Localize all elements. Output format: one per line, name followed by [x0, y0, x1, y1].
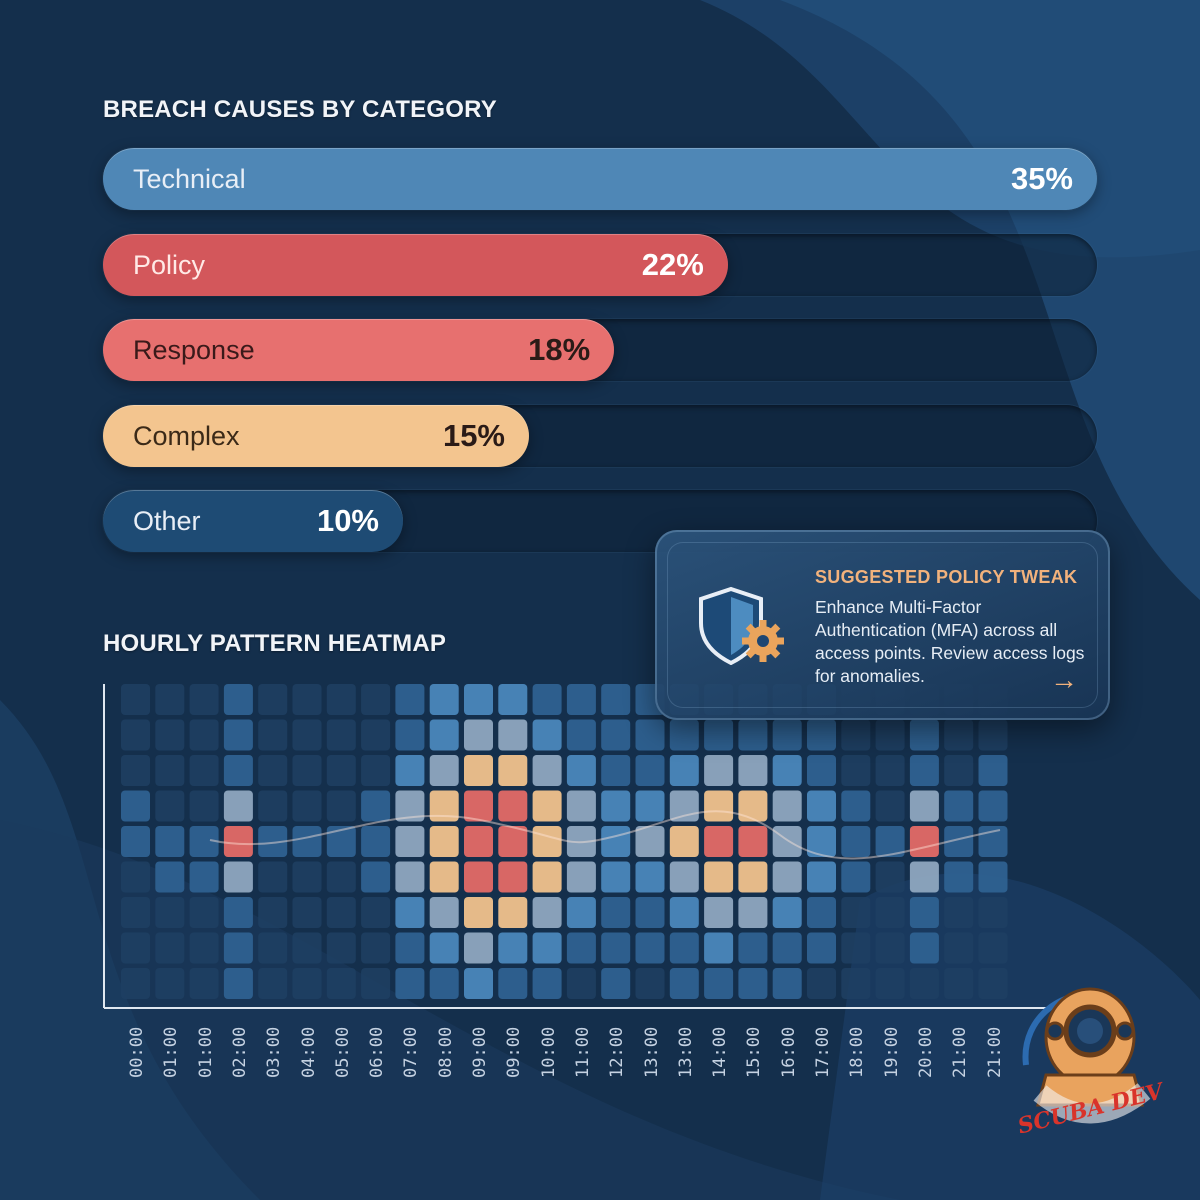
hour-tick-label: 17:00 — [813, 1026, 833, 1078]
bar-response — [103, 319, 615, 381]
hour-tick-label: 11:00 — [572, 1026, 593, 1078]
hour-tick-label: 04:00 — [298, 1026, 319, 1078]
bar-row-policy: Policy 22% — [103, 233, 1097, 296]
bar-technical — [103, 148, 1097, 210]
hour-tick-label: 21:00 — [984, 1026, 1005, 1078]
hour-tick-label: 03:00 — [264, 1026, 285, 1078]
hour-tick-label: 09:00 — [504, 1026, 525, 1078]
bar-policy — [103, 233, 728, 296]
hour-tick-label: 13:00 — [641, 1026, 662, 1078]
bar-row-response: Response 18% — [103, 319, 1097, 381]
bar-value-label: 22% — [641, 246, 704, 282]
bar-value-label: 18% — [528, 332, 591, 367]
hour-tick-label: 05:00 — [332, 1026, 353, 1078]
hour-tick-label: 16:00 — [778, 1026, 799, 1078]
hour-tick-label: 07:00 — [401, 1026, 422, 1078]
hour-tick-label: 08:00 — [435, 1026, 456, 1078]
hour-tick-label: 14:00 — [710, 1026, 731, 1078]
arrow-right-icon[interactable]: → — [1050, 664, 1078, 695]
hour-tick-label: 09:00 — [470, 1026, 490, 1078]
bar-value-label: 15% — [442, 417, 505, 453]
bar-label: Complex — [133, 420, 240, 451]
hour-tick-label: 01:00 — [161, 1026, 182, 1078]
scuba-dev-logo: SCUBA DEV — [1015, 987, 1168, 1135]
bar-label: Response — [133, 335, 255, 365]
bar-label: Policy — [133, 249, 206, 280]
callout-title: SUGGESTED POLICY TWEAK — [815, 567, 1078, 587]
hour-tick-label: 06:00 — [367, 1026, 388, 1078]
bar-value-label: 35% — [1010, 161, 1073, 196]
callout-body: Enhance Multi-Factor Authentication (MFA… — [815, 597, 1085, 686]
hour-tick-label: 02:00 — [229, 1026, 250, 1078]
hour-tick-label: 18:00 — [847, 1026, 868, 1078]
hour-tick-label: 12:00 — [607, 1026, 628, 1078]
heatmap-title: HOURLY PATTERN HEATMAP — [103, 630, 447, 657]
hour-tick-label: 15:00 — [744, 1026, 765, 1078]
bar-label: Technical — [133, 164, 246, 194]
bar-chart-title: BREACH CAUSES BY CATEGORY — [103, 96, 497, 123]
bar-row-other: Other 10% — [103, 490, 1097, 552]
hour-tick-label: 00:00 — [127, 1026, 147, 1078]
bar-row-complex: Complex 15% — [103, 404, 1097, 467]
bar-complex — [103, 404, 529, 467]
bar-value-label: 10% — [316, 503, 379, 538]
bar-other — [103, 490, 403, 552]
hour-tick-label: 10:00 — [538, 1026, 559, 1078]
hour-tick-label: 19:00 — [881, 1026, 902, 1078]
hour-tick-label: 21:00 — [950, 1026, 971, 1078]
policy-tweak-card[interactable]: SUGGESTED POLICY TWEAK Enhance Multi-Fac… — [655, 530, 1110, 720]
hour-tick-label: 13:00 — [675, 1026, 696, 1078]
hour-tick-label: 20:00 — [915, 1026, 936, 1078]
shield-gear-icon — [699, 586, 784, 665]
hour-tick-label: 01:00 — [195, 1026, 216, 1078]
bar-label: Other — [133, 506, 201, 536]
bar-row-technical: Technical 35% — [103, 148, 1097, 210]
